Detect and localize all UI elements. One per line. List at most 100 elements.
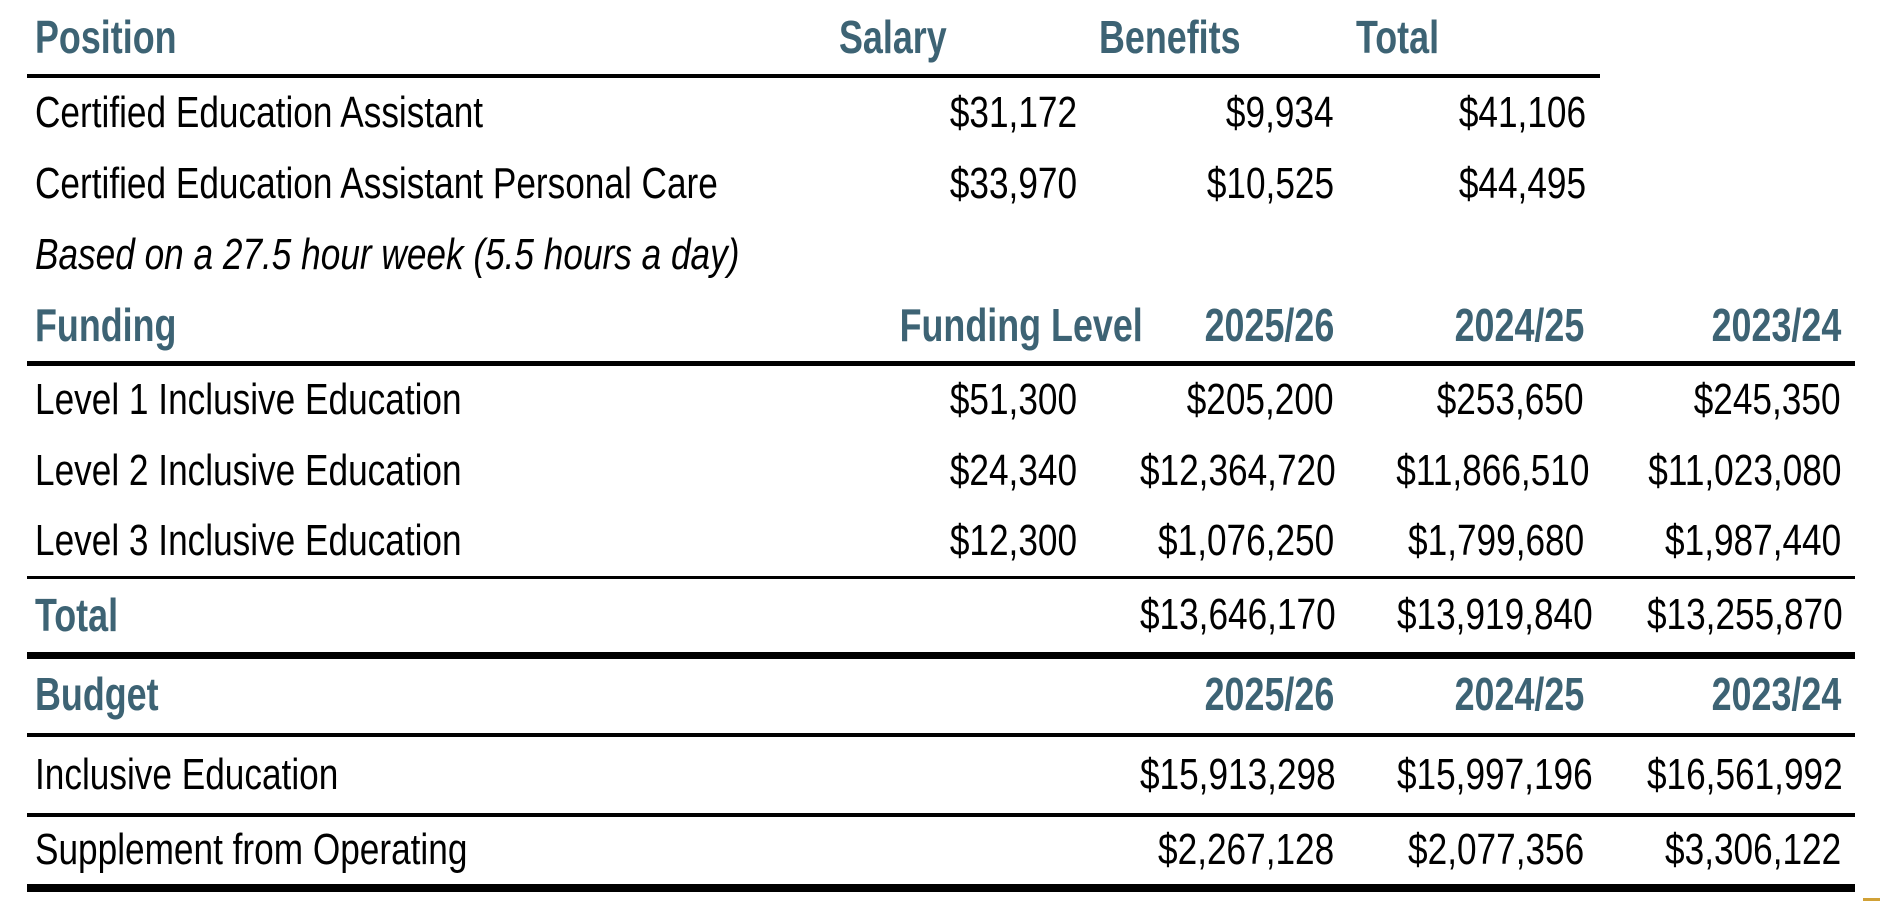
amount-2024-25: $253,650 bbox=[1437, 375, 1584, 425]
funding-name-cell: Level 3 Inclusive Education bbox=[27, 507, 831, 579]
year-2025-26-label: 2025/26 bbox=[1204, 667, 1335, 720]
amount-2023-24-cell: $16,561,992 bbox=[1598, 735, 1856, 817]
year-2024-25-label: 2024/25 bbox=[1454, 298, 1584, 351]
benefits-header-label: Benefits bbox=[1099, 10, 1241, 63]
total-value: $44,495 bbox=[1458, 158, 1586, 208]
year-2024-25-label: 2024/25 bbox=[1454, 667, 1585, 720]
amount-2023-24-cell: $11,023,080 bbox=[1598, 435, 1855, 507]
amount-2024-25: $2,077,356 bbox=[1407, 825, 1585, 875]
amount-2025-26: $2,267,128 bbox=[1157, 825, 1335, 875]
position-table: Position Salary Benefits Total Certified… bbox=[27, 0, 1600, 290]
funding-total-row: Total $13,646,170 $13,919,840 $13,255,87… bbox=[27, 577, 1855, 659]
benefits-cell: $9,934 bbox=[1091, 76, 1348, 148]
budget-table: Budget 2025/26 2024/25 2023/24 Inclusive… bbox=[27, 655, 1856, 892]
amount-2023-24: $3,306,122 bbox=[1664, 825, 1842, 875]
salary-cell: $33,970 bbox=[831, 148, 1091, 220]
amount-2023-24: $1,987,440 bbox=[1664, 516, 1841, 566]
amount-2025-26: $15,913,298 bbox=[1139, 749, 1336, 799]
amount-2025-26-cell: $15,913,298 bbox=[1091, 735, 1349, 817]
budget-name-cell: Supplement from Operating bbox=[27, 815, 1092, 892]
funding-table: Funding Funding Level 2025/26 2024/25 20… bbox=[27, 290, 1855, 659]
budget-name: Inclusive Education bbox=[35, 749, 339, 799]
total-2025-26-cell: $13,646,170 bbox=[1091, 577, 1348, 659]
gold-accent-mark bbox=[1863, 898, 1880, 901]
funding-total-label: Total bbox=[35, 588, 119, 641]
total-value: $41,106 bbox=[1458, 87, 1586, 137]
benefits-column-header: Benefits bbox=[1091, 0, 1348, 78]
amount-2023-24: $16,561,992 bbox=[1646, 749, 1843, 799]
funding-name-cell: Level 2 Inclusive Education bbox=[27, 435, 831, 507]
table-row: Level 2 Inclusive Education $24,340 $12,… bbox=[27, 435, 1855, 507]
table-row: Inclusive Education $15,913,298 $15,997,… bbox=[27, 735, 1856, 817]
year-2024-25-column-header: 2024/25 bbox=[1348, 290, 1598, 366]
amount-2023-24-cell: $1,987,440 bbox=[1598, 507, 1855, 579]
amount-2024-25-cell: $11,866,510 bbox=[1348, 435, 1598, 507]
year-2023-24-label: 2023/24 bbox=[1711, 667, 1842, 720]
amount-2025-26-cell: $1,076,250 bbox=[1091, 507, 1348, 579]
funding-column-header: Funding bbox=[27, 290, 831, 366]
salary-column-header: Salary bbox=[831, 0, 1091, 78]
salary-value: $31,172 bbox=[949, 87, 1077, 137]
funding-header-label: Funding bbox=[35, 298, 177, 351]
funding-level-cell: $24,340 bbox=[831, 435, 1091, 507]
amount-2025-26-cell: $2,267,128 bbox=[1091, 815, 1349, 892]
total-column-header: Total bbox=[1348, 0, 1600, 78]
amount-2024-25: $11,866,510 bbox=[1396, 445, 1590, 495]
benefits-value: $10,525 bbox=[1206, 158, 1334, 208]
amount-2025-26: $1,076,250 bbox=[1157, 516, 1334, 566]
budget-header-row: Budget 2025/26 2024/25 2023/24 bbox=[27, 655, 1856, 737]
salary-header-label: Salary bbox=[839, 10, 947, 63]
funding-name: Level 1 Inclusive Education bbox=[35, 375, 462, 425]
budget-column-header: Budget bbox=[27, 655, 1092, 737]
year-2025-26-column-header: 2025/26 bbox=[1091, 655, 1349, 737]
funding-level-cell: $12,300 bbox=[831, 507, 1091, 579]
position-column-header: Position bbox=[27, 0, 831, 78]
funding-name-cell: Level 1 Inclusive Education bbox=[27, 363, 831, 435]
year-2023-24-column-header: 2023/24 bbox=[1598, 290, 1855, 366]
amount-2023-24: $245,350 bbox=[1694, 375, 1841, 425]
amount-2025-26-cell: $205,200 bbox=[1091, 363, 1348, 435]
amount-2025-26-cell: $12,364,720 bbox=[1091, 435, 1348, 507]
position-header-label: Position bbox=[35, 10, 177, 63]
total-2023-24-cell: $13,255,870 bbox=[1598, 577, 1855, 659]
hours-note-cell: Based on a 27.5 hour week (5.5 hours a d… bbox=[27, 220, 1600, 290]
amount-2023-24-cell: $245,350 bbox=[1598, 363, 1855, 435]
benefits-cell: $10,525 bbox=[1091, 148, 1348, 220]
position-name: Certified Education Assistant bbox=[35, 87, 484, 137]
position-name-cell: Certified Education Assistant Personal C… bbox=[27, 148, 831, 220]
table-row: Level 3 Inclusive Education $12,300 $1,0… bbox=[27, 507, 1855, 579]
amount-2024-25-cell: $253,650 bbox=[1348, 363, 1598, 435]
amount-2024-25-cell: $1,799,680 bbox=[1348, 507, 1598, 579]
total-2024-25: $13,919,840 bbox=[1396, 589, 1593, 639]
funding-level-cell: $51,300 bbox=[831, 363, 1091, 435]
benefits-value: $9,934 bbox=[1226, 87, 1334, 137]
funding-total-label-cell: Total bbox=[27, 577, 831, 659]
empty-cell bbox=[831, 577, 1091, 659]
budget-name-cell: Inclusive Education bbox=[27, 735, 1092, 817]
amount-2024-25: $15,997,196 bbox=[1396, 749, 1593, 799]
table-row: Supplement from Operating $2,267,128 $2,… bbox=[27, 815, 1856, 892]
amount-2025-26: $12,364,720 bbox=[1139, 445, 1336, 495]
table-row: Certified Education Assistant Personal C… bbox=[27, 148, 1600, 220]
year-2023-24-label: 2023/24 bbox=[1711, 298, 1841, 351]
amount-2023-24-cell: $3,306,122 bbox=[1598, 815, 1856, 892]
year-2023-24-column-header: 2023/24 bbox=[1598, 655, 1856, 737]
funding-name: Level 3 Inclusive Education bbox=[35, 516, 462, 566]
amount-2024-25: $1,799,680 bbox=[1407, 516, 1584, 566]
note-row: Based on a 27.5 hour week (5.5 hours a d… bbox=[27, 220, 1600, 290]
amount-2024-25-cell: $2,077,356 bbox=[1348, 815, 1599, 892]
table-row: Level 1 Inclusive Education $51,300 $205… bbox=[27, 363, 1855, 435]
table-row: Certified Education Assistant $31,172 $9… bbox=[27, 76, 1600, 148]
funding-level-value: $24,340 bbox=[949, 445, 1077, 495]
funding-level-value: $51,300 bbox=[949, 375, 1077, 425]
position-name: Certified Education Assistant Personal C… bbox=[35, 158, 718, 208]
total-header-label: Total bbox=[1356, 10, 1440, 63]
salary-value: $33,970 bbox=[949, 158, 1077, 208]
total-2024-25-cell: $13,919,840 bbox=[1348, 577, 1598, 659]
year-2025-26-label: 2025/26 bbox=[1204, 298, 1334, 351]
funding-level-header-label: Funding Level bbox=[899, 298, 1143, 351]
funding-level-column-header: Funding Level bbox=[831, 290, 1143, 366]
salary-cell: $31,172 bbox=[831, 76, 1091, 148]
budget-name: Supplement from Operating bbox=[35, 825, 468, 875]
